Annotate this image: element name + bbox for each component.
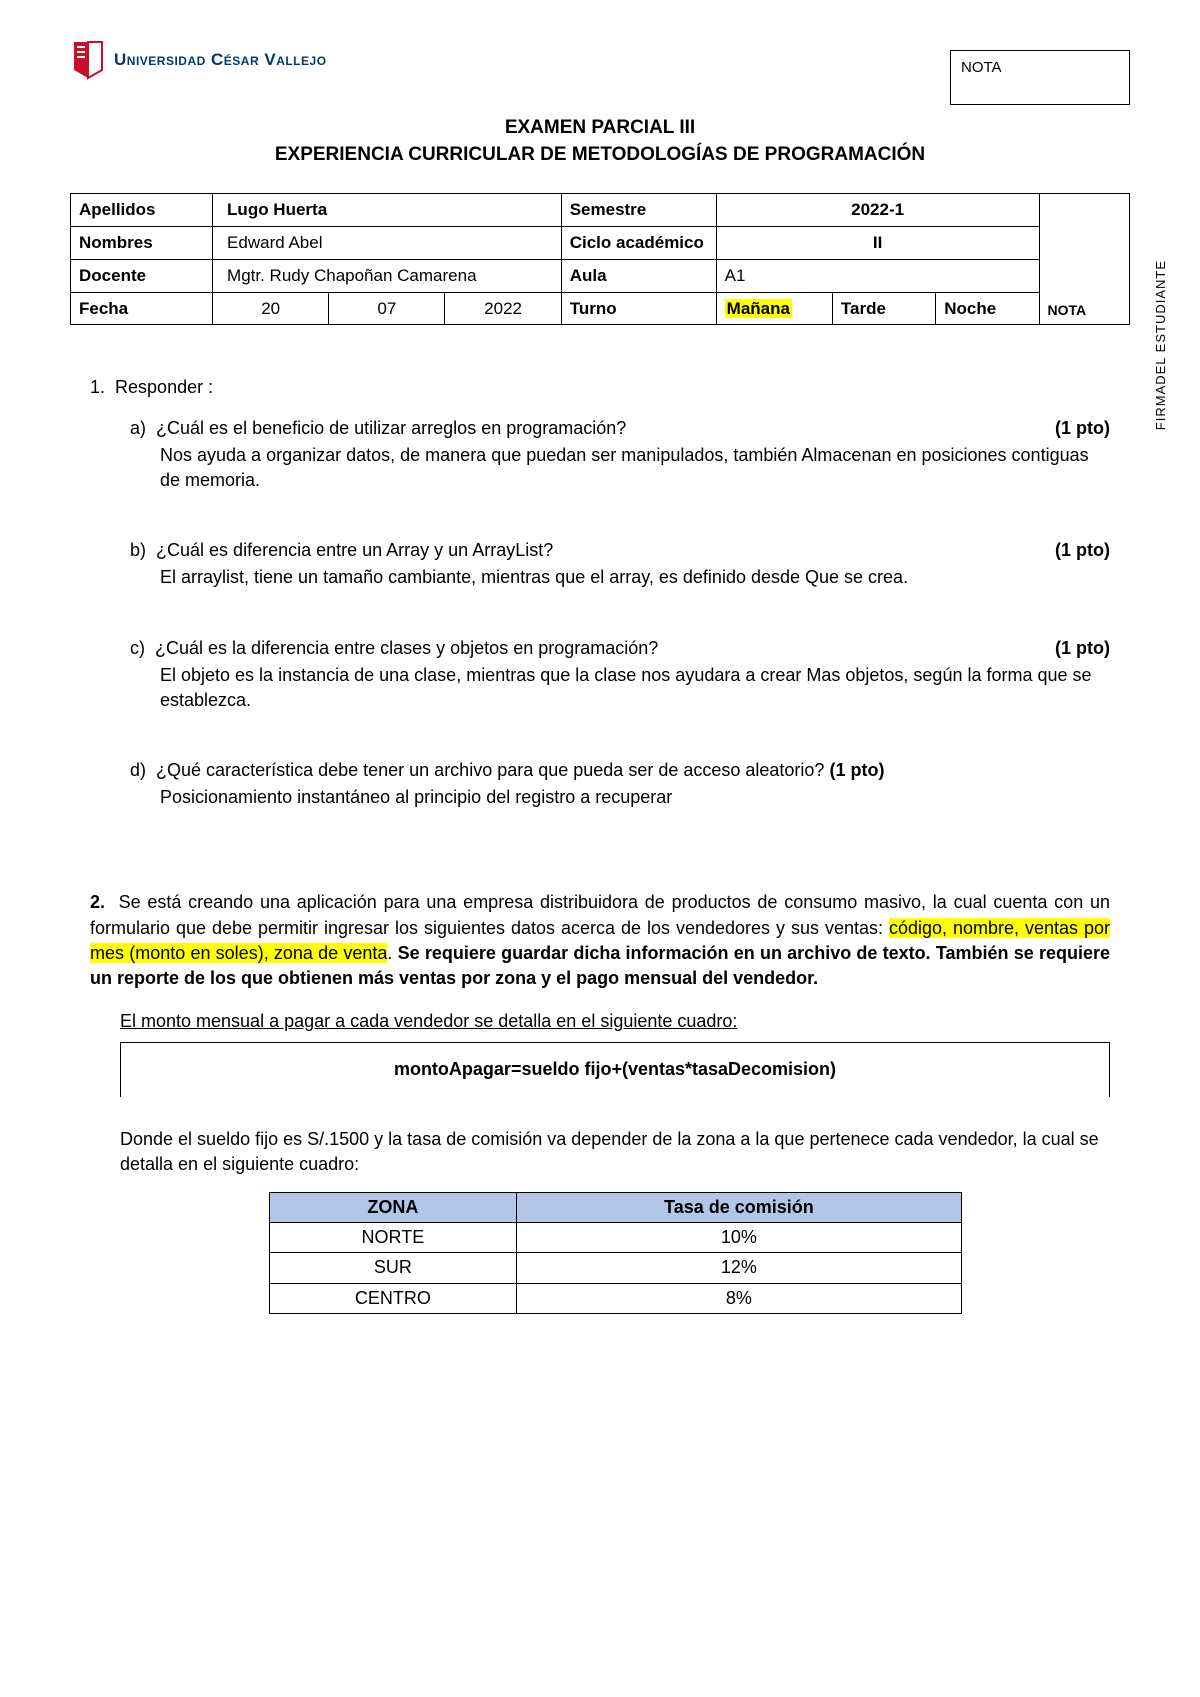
q1b-letter: b) bbox=[130, 540, 146, 560]
q1c-question: ¿Cuál es la diferencia entre clases y ob… bbox=[155, 638, 658, 658]
fecha-year: 2022 bbox=[445, 292, 561, 325]
shield-icon bbox=[70, 40, 106, 80]
university-logo: Universidad César Vallejo bbox=[70, 40, 327, 80]
exam-title: EXAMEN PARCIAL III bbox=[70, 115, 1130, 142]
apellidos-label: Apellidos bbox=[71, 194, 213, 227]
table-row: SUR 12% bbox=[269, 1253, 961, 1283]
table-row: NORTE 10% bbox=[269, 1223, 961, 1253]
ciclo-label: Ciclo académico bbox=[561, 226, 716, 259]
q1-number: 1. bbox=[90, 377, 105, 397]
semestre-label: Semestre bbox=[561, 194, 716, 227]
nombres-value: Edward Abel bbox=[213, 226, 562, 259]
signature-vertical-label: FIRMADEL ESTUDIANTE bbox=[1152, 260, 1170, 430]
q1b-pts: (1 pto) bbox=[1055, 538, 1110, 563]
formula-box: montoApagar=sueldo fijo+(ventas*tasaDeco… bbox=[120, 1042, 1110, 1096]
zone-header-tasa: Tasa de comisión bbox=[517, 1192, 961, 1222]
aula-value: A1 bbox=[716, 259, 1039, 292]
q1d-answer: Posicionamiento instantáneo al principio… bbox=[160, 785, 1110, 810]
q1d-pts: (1 pto) bbox=[829, 760, 884, 780]
turno-manana: Mañana bbox=[716, 292, 832, 325]
q1d-letter: d) bbox=[130, 760, 146, 780]
q1a-pts: (1 pto) bbox=[1055, 416, 1110, 441]
q1-d: d) ¿Qué característica debe tener un arc… bbox=[130, 758, 1110, 810]
apellidos-value: Lugo Huerta bbox=[213, 194, 562, 227]
info-table: Apellidos Lugo Huerta Semestre 2022-1 NO… bbox=[70, 193, 1130, 325]
zone-cell: SUR bbox=[269, 1253, 517, 1283]
nota-label: NOTA bbox=[961, 59, 1002, 76]
nombres-label: Nombres bbox=[71, 226, 213, 259]
question-2: 2. Se está creando una aplicación para u… bbox=[90, 890, 1110, 1313]
docente-label: Docente bbox=[71, 259, 213, 292]
turno-tarde: Tarde bbox=[832, 292, 935, 325]
zone-cell: NORTE bbox=[269, 1223, 517, 1253]
aula-label: Aula bbox=[561, 259, 716, 292]
q2-p2: El monto mensual a pagar a cada vendedor… bbox=[120, 1009, 737, 1034]
q1-title: Responder : bbox=[115, 377, 213, 397]
docente-value: Mgtr. Rudy Chapoñan Camarena bbox=[213, 259, 562, 292]
zone-cell: 8% bbox=[517, 1283, 961, 1313]
q1-c: c) ¿Cuál es la diferencia entre clases y… bbox=[130, 636, 1110, 714]
nota-cell: NOTA bbox=[1039, 194, 1129, 325]
q1a-letter: a) bbox=[130, 418, 146, 438]
zone-cell: 12% bbox=[517, 1253, 961, 1283]
title-block: EXAMEN PARCIAL III EXPERIENCIA CURRICULA… bbox=[70, 115, 1130, 168]
turno-label: Turno bbox=[561, 292, 716, 325]
turno-noche: Noche bbox=[936, 292, 1039, 325]
zone-header-zona: ZONA bbox=[269, 1192, 517, 1222]
content: 1. Responder : a) ¿Cuál es el beneficio … bbox=[70, 375, 1130, 1313]
q1a-question: ¿Cuál es el beneficio de utilizar arregl… bbox=[156, 418, 626, 438]
q1c-pts: (1 pto) bbox=[1055, 636, 1110, 661]
zone-cell: CENTRO bbox=[269, 1283, 517, 1313]
q2-p3: Donde el sueldo fijo es S/.1500 y la tas… bbox=[120, 1127, 1110, 1177]
q1-b: b) ¿Cuál es diferencia entre un Array y … bbox=[130, 538, 1110, 590]
course-title: EXPERIENCIA CURRICULAR DE METODOLOGÍAS D… bbox=[70, 142, 1130, 169]
fecha-day: 20 bbox=[213, 292, 329, 325]
zone-table: ZONA Tasa de comisión NORTE 10% SUR 12% … bbox=[269, 1192, 962, 1314]
q1c-answer: El objeto es la instancia de una clase, … bbox=[160, 663, 1110, 713]
q1c-letter: c) bbox=[130, 638, 145, 658]
q1b-answer: El arraylist, tiene un tamaño cambiante,… bbox=[160, 565, 1110, 590]
semestre-value: 2022-1 bbox=[716, 194, 1039, 227]
fecha-month: 07 bbox=[329, 292, 445, 325]
fecha-label: Fecha bbox=[71, 292, 213, 325]
header-row: Universidad César Vallejo NOTA bbox=[70, 40, 1130, 105]
table-row: CENTRO 8% bbox=[269, 1283, 961, 1313]
question-1: 1. Responder : a) ¿Cuál es el beneficio … bbox=[90, 375, 1110, 810]
nota-box: NOTA bbox=[950, 50, 1130, 105]
q1a-answer: Nos ayuda a organizar datos, de manera q… bbox=[160, 443, 1110, 493]
q1b-question: ¿Cuál es diferencia entre un Array y un … bbox=[156, 540, 553, 560]
ciclo-value: II bbox=[716, 226, 1039, 259]
q1d-question: ¿Qué característica debe tener un archiv… bbox=[156, 760, 824, 780]
q2-number: 2. bbox=[90, 892, 105, 912]
q1-a: a) ¿Cuál es el beneficio de utilizar arr… bbox=[130, 416, 1110, 494]
zone-cell: 10% bbox=[517, 1223, 961, 1253]
q2-p1b: . bbox=[387, 943, 397, 963]
logo-text: Universidad César Vallejo bbox=[114, 48, 327, 72]
